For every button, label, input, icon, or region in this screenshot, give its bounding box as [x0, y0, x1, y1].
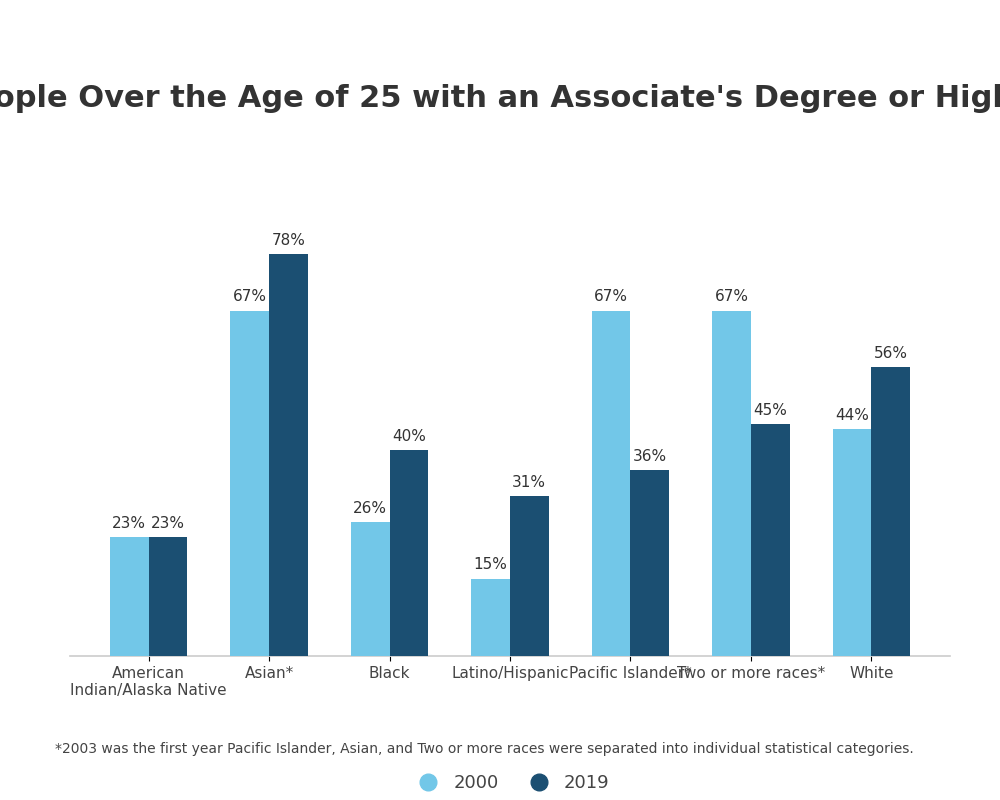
Bar: [833, 429, 871, 656]
Text: 45%: 45%: [753, 403, 787, 418]
Text: 15%: 15%: [474, 558, 508, 573]
Text: 78%: 78%: [271, 233, 305, 248]
Text: 36%: 36%: [633, 450, 667, 464]
Bar: [510, 496, 549, 656]
Text: 23%: 23%: [151, 516, 185, 531]
Bar: [871, 367, 910, 656]
Text: 40%: 40%: [392, 429, 426, 443]
Bar: [390, 450, 428, 656]
Bar: [630, 470, 669, 656]
Legend: 2000, 2019: 2000, 2019: [403, 767, 617, 799]
Text: 23%: 23%: [112, 516, 146, 531]
Bar: [110, 538, 149, 656]
Text: 67%: 67%: [715, 290, 749, 304]
Text: 67%: 67%: [233, 290, 267, 304]
Bar: [712, 310, 751, 656]
Text: 31%: 31%: [512, 475, 546, 490]
Bar: [269, 254, 308, 656]
Text: 26%: 26%: [353, 501, 387, 516]
Text: People Over the Age of 25 with an Associate's Degree or Higher: People Over the Age of 25 with an Associ…: [0, 84, 1000, 113]
Text: 56%: 56%: [874, 346, 908, 361]
Text: *2003 was the first year Pacific Islander, Asian, and Two or more races were sep: *2003 was the first year Pacific Islande…: [55, 742, 914, 756]
Bar: [751, 424, 790, 656]
Bar: [149, 538, 187, 656]
Text: 67%: 67%: [594, 290, 628, 304]
Text: 44%: 44%: [835, 408, 869, 423]
Bar: [230, 310, 269, 656]
Bar: [471, 578, 510, 656]
Bar: [351, 522, 390, 656]
Bar: [592, 310, 630, 656]
